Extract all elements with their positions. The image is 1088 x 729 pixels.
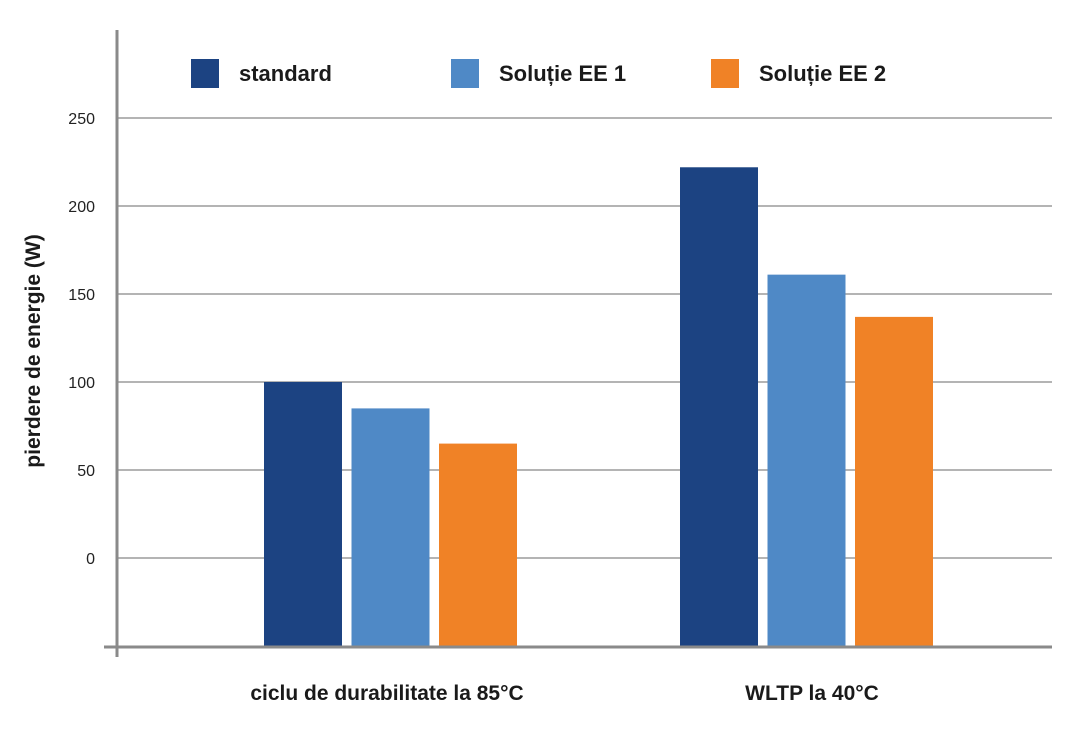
category-labels: ciclu de durabilitate la 85°C WLTP la 40°… [250, 682, 878, 705]
legend-swatch [451, 59, 479, 88]
bar [439, 443, 517, 646]
category-label: WLTP la 40°C [745, 682, 879, 705]
y-tick-label: 100 [68, 375, 95, 392]
bar [855, 316, 933, 646]
bar [680, 167, 758, 646]
bar [351, 408, 430, 646]
legend: standard Soluție EE 1 Soluție EE 2 [191, 59, 886, 88]
legend-label: Soluție EE 1 [499, 61, 626, 86]
legend-label: standard [239, 61, 332, 86]
y-tick-label: 200 [68, 199, 95, 216]
y-tick-label: 250 [68, 111, 95, 128]
y-tick-label: 0 [86, 551, 95, 568]
bar [767, 274, 846, 646]
y-tick-label: 50 [77, 463, 95, 480]
bar [264, 382, 342, 646]
y-tick-labels: 0 50 100 150 200 250 [68, 111, 95, 568]
legend-swatch [711, 59, 739, 88]
category-label: ciclu de durabilitate la 85°C [250, 682, 523, 705]
legend-swatch [191, 59, 219, 88]
bars [264, 167, 933, 646]
legend-label: Soluție EE 2 [759, 61, 886, 86]
y-tick-label: 150 [68, 287, 95, 304]
y-axis-title: pierdere de energie (W) [22, 234, 45, 467]
